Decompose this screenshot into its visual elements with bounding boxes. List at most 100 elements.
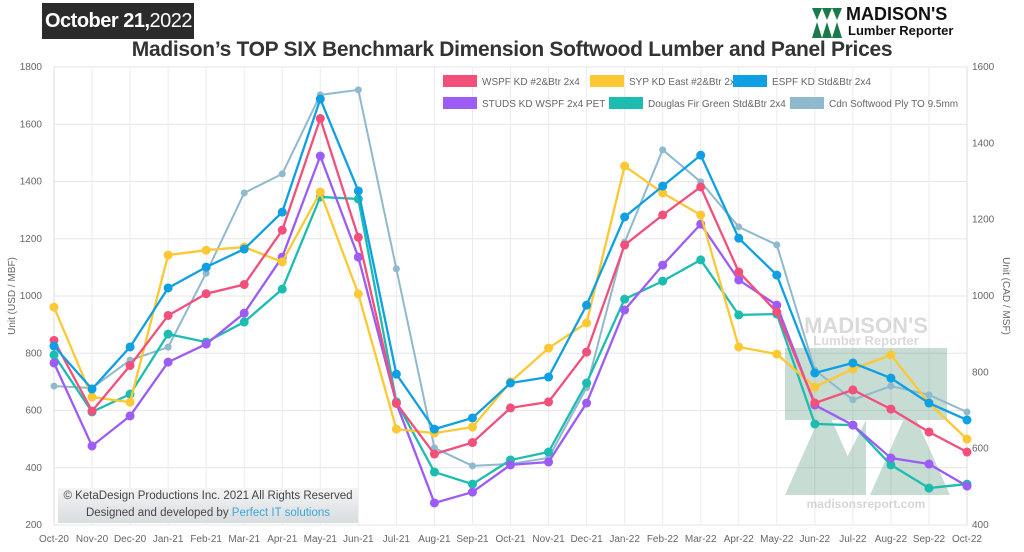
data-point <box>962 447 972 457</box>
logo-line2: Lumber Reporter <box>848 23 954 38</box>
data-point <box>467 438 477 448</box>
data-point <box>544 447 554 457</box>
x-tick-label: Apr-21 <box>267 534 297 545</box>
developer-link[interactable]: Perfect IT solutions <box>231 507 331 519</box>
legend-label: ESPF KD Std&Btr 2x4 <box>772 77 871 88</box>
data-point <box>506 378 515 388</box>
x-tick-label: Jul-22 <box>839 534 867 545</box>
data-point <box>810 382 820 392</box>
x-tick-label: Nov-20 <box>76 534 109 545</box>
data-point <box>429 449 439 459</box>
data-point <box>544 372 554 382</box>
data-point <box>49 341 59 351</box>
data-point <box>429 424 439 434</box>
data-point <box>354 86 362 94</box>
data-point <box>582 347 592 357</box>
data-point <box>886 460 896 470</box>
data-point <box>315 114 325 124</box>
x-tick-label: May-22 <box>760 534 794 545</box>
y-tick-label: 1800 <box>20 62 43 73</box>
data-point <box>886 350 896 360</box>
data-point <box>925 391 933 399</box>
x-tick-label: Jul-21 <box>383 534 411 545</box>
y2-axis-label: Unit (CAD / MSF) <box>1000 257 1011 335</box>
legend-label: WSPF KD #2&Btr 2x4 <box>482 77 580 88</box>
data-point <box>277 284 287 294</box>
data-point <box>544 397 554 407</box>
data-point <box>734 342 744 352</box>
data-point <box>735 223 743 231</box>
data-point <box>163 357 173 367</box>
copyright-text: © KetaDesign Productions Inc. 2021 All R… <box>63 490 353 502</box>
data-point <box>430 444 438 452</box>
data-point <box>582 300 592 310</box>
x-tick-label: Oct-22 <box>952 534 982 545</box>
x-tick-label: Sep-22 <box>913 534 946 545</box>
data-point <box>658 210 668 220</box>
data-point <box>392 265 400 273</box>
data-point <box>353 289 363 299</box>
legend-label: Douglas Fir Green Std&Btr 2x4 <box>648 99 786 110</box>
data-point <box>696 255 706 265</box>
x-tick-label: Nov-21 <box>532 534 565 545</box>
data-point <box>202 269 210 277</box>
x-tick-label: May-21 <box>304 534 338 545</box>
data-point <box>125 411 135 421</box>
y2-tick-label: 1000 <box>972 291 995 302</box>
x-tick-label: Aug-22 <box>875 534 908 545</box>
data-point <box>125 397 135 407</box>
data-point <box>734 267 744 277</box>
data-point <box>353 232 363 242</box>
data-point <box>50 382 58 390</box>
x-tick-label: Jan-21 <box>153 534 184 545</box>
data-point <box>620 161 630 171</box>
watermark-url: madisonsreport.com <box>807 497 926 511</box>
x-tick-label: Jan-22 <box>609 534 640 545</box>
data-point <box>87 441 97 451</box>
data-point <box>163 250 173 260</box>
data-point <box>962 434 972 444</box>
data-point <box>467 422 477 432</box>
legend-swatch <box>590 75 624 87</box>
series-0 <box>49 114 972 459</box>
data-point <box>962 415 972 425</box>
data-point <box>506 460 515 470</box>
data-point <box>962 481 972 491</box>
data-point <box>125 361 135 371</box>
data-point <box>506 403 515 413</box>
x-tick-label: Mar-21 <box>228 534 260 545</box>
data-point <box>164 343 172 351</box>
copyright-box: © KetaDesign Productions Inc. 2021 All R… <box>58 488 358 523</box>
y-tick-label: 1000 <box>20 291 43 302</box>
data-point <box>49 358 59 368</box>
x-tick-label: Dec-20 <box>114 534 147 545</box>
data-point <box>315 187 325 197</box>
data-point <box>582 378 592 388</box>
data-point <box>810 398 820 408</box>
data-point <box>887 382 895 390</box>
date-month-day: October 21, <box>45 10 150 32</box>
data-point <box>429 498 439 508</box>
data-point <box>201 339 211 349</box>
data-point <box>49 302 59 312</box>
y-tick-label: 800 <box>25 348 42 359</box>
data-point <box>659 146 667 154</box>
data-point <box>772 300 782 310</box>
legend-swatch <box>609 97 643 109</box>
series-2 <box>49 94 972 434</box>
madisons-logo: MADISON'S Lumber Reporter <box>812 4 984 40</box>
data-point <box>277 257 287 267</box>
y2-tick-label: 400 <box>972 520 989 531</box>
data-point <box>429 467 439 477</box>
watermark-line1: MADISON'S <box>804 313 928 338</box>
data-point <box>886 404 896 414</box>
data-point <box>544 343 554 353</box>
data-point <box>467 487 477 497</box>
legend-swatch <box>443 97 477 109</box>
data-point <box>963 408 971 416</box>
y-tick-label: 200 <box>25 520 42 531</box>
x-tick-label: Aug-21 <box>418 534 451 545</box>
data-point <box>315 151 325 161</box>
y2-tick-label: 1200 <box>972 215 995 226</box>
